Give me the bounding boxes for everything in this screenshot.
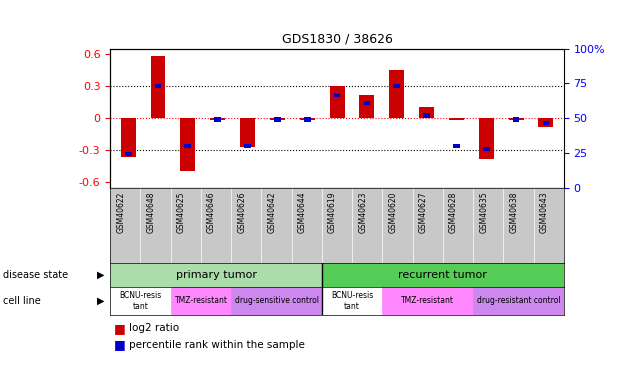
Bar	[389, 70, 404, 118]
Bar	[125, 152, 132, 156]
Bar	[453, 144, 460, 148]
Text: cell line: cell line	[3, 296, 41, 306]
Text: GSM40635: GSM40635	[479, 191, 488, 233]
Text: GDS1830 / 38626: GDS1830 / 38626	[282, 32, 392, 45]
Text: ▶: ▶	[97, 270, 105, 280]
Text: ■: ■	[113, 322, 125, 334]
Text: percentile rank within the sample: percentile rank within the sample	[129, 340, 305, 350]
Bar	[334, 93, 340, 97]
Bar	[300, 118, 314, 120]
Bar	[449, 118, 464, 120]
Bar	[473, 287, 564, 315]
Bar	[210, 118, 225, 120]
Text: drug-resistant control: drug-resistant control	[477, 296, 560, 305]
Bar	[508, 118, 524, 120]
Text: GSM40623: GSM40623	[358, 191, 367, 233]
Bar	[423, 113, 430, 118]
Bar	[322, 262, 564, 287]
Bar	[479, 118, 494, 159]
Bar	[240, 118, 255, 147]
Text: GSM40622: GSM40622	[117, 191, 125, 232]
Text: GSM40619: GSM40619	[328, 191, 337, 233]
Text: drug-sensitive control: drug-sensitive control	[234, 296, 319, 305]
Text: primary tumor: primary tumor	[176, 270, 256, 280]
Text: BCNU-resis
tant: BCNU-resis tant	[119, 291, 162, 310]
Bar	[483, 147, 490, 151]
Text: GSM40627: GSM40627	[419, 191, 428, 233]
Bar	[185, 144, 191, 148]
Text: GSM40628: GSM40628	[449, 191, 458, 232]
Text: TMZ-resistant: TMZ-resistant	[401, 296, 454, 305]
Bar	[393, 84, 400, 88]
Bar	[419, 108, 434, 118]
Bar	[171, 287, 231, 315]
Text: recurrent tumor: recurrent tumor	[398, 270, 488, 280]
Text: log2 ratio: log2 ratio	[129, 323, 180, 333]
Bar	[231, 287, 322, 315]
Bar	[244, 144, 251, 148]
Bar	[539, 118, 553, 127]
Text: GSM40620: GSM40620	[389, 191, 398, 233]
Bar	[364, 100, 370, 105]
Text: TMZ-resistant: TMZ-resistant	[175, 296, 227, 305]
Text: GSM40638: GSM40638	[510, 191, 518, 233]
Bar	[304, 117, 311, 122]
Bar	[513, 117, 520, 122]
Bar	[382, 287, 473, 315]
Bar	[154, 84, 161, 88]
Bar	[329, 86, 345, 118]
Text: BCNU-resis
tant: BCNU-resis tant	[331, 291, 374, 310]
Text: GSM40626: GSM40626	[238, 191, 246, 233]
Bar	[270, 118, 285, 120]
Bar	[322, 287, 382, 315]
Bar	[274, 117, 281, 122]
Text: GSM40643: GSM40643	[540, 191, 549, 233]
Text: ■: ■	[113, 339, 125, 351]
Text: GSM40642: GSM40642	[268, 191, 277, 233]
Bar	[180, 118, 195, 171]
Text: GSM40625: GSM40625	[177, 191, 186, 233]
Text: GSM40644: GSM40644	[298, 191, 307, 233]
Text: ▶: ▶	[97, 296, 105, 306]
Text: GSM40648: GSM40648	[147, 191, 156, 233]
Bar	[542, 121, 549, 125]
Bar	[214, 117, 221, 122]
Text: GSM40646: GSM40646	[207, 191, 216, 233]
Bar	[151, 56, 166, 118]
Bar	[110, 262, 322, 287]
Bar	[121, 118, 135, 156]
Text: disease state: disease state	[3, 270, 68, 280]
Bar	[110, 287, 171, 315]
Bar	[360, 94, 374, 118]
